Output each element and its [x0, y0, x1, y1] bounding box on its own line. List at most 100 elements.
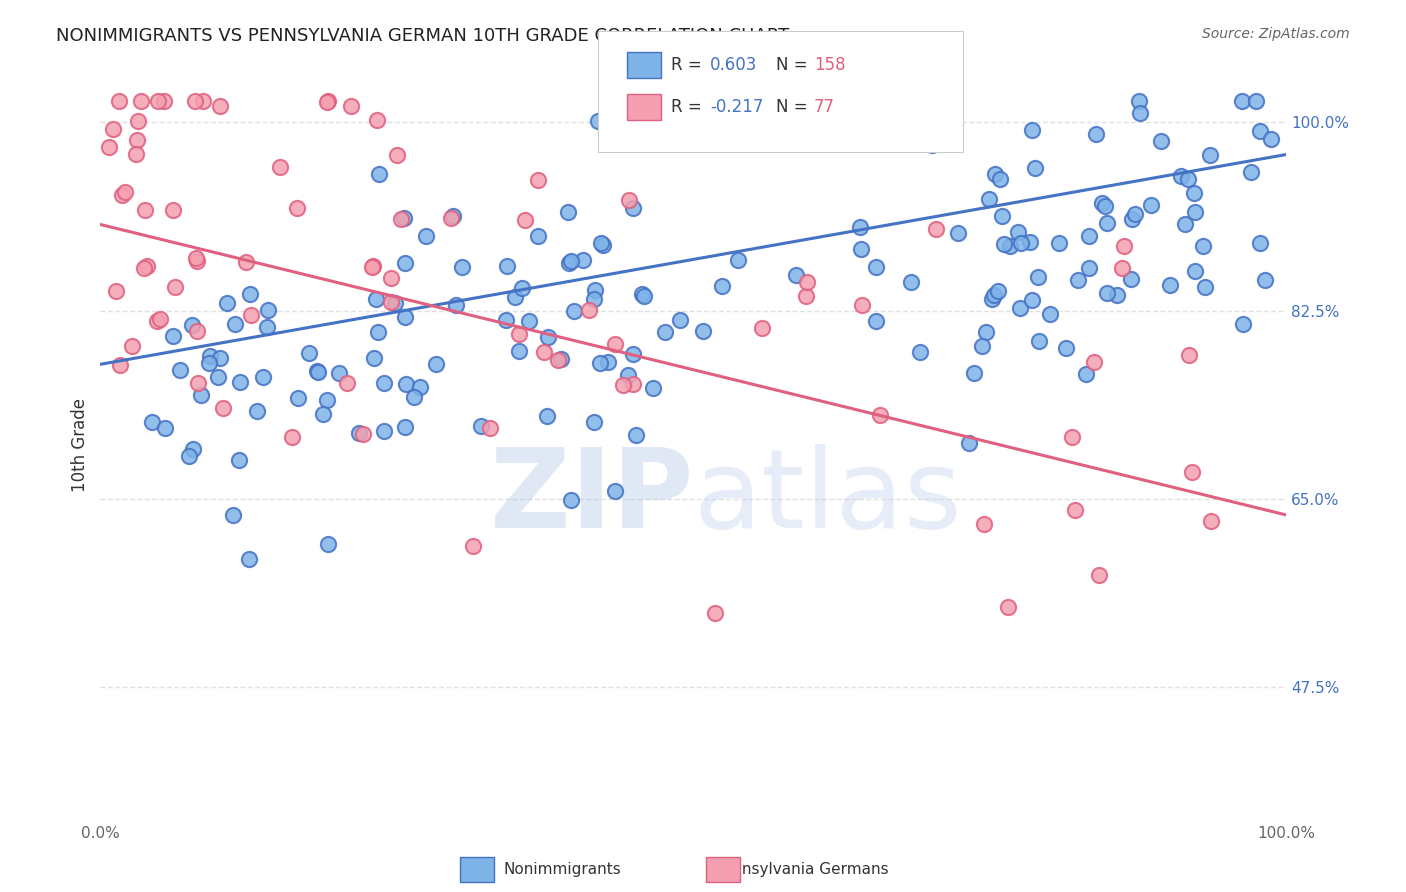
Point [1085, 128, 1108, 142]
Point [991, 209, 1014, 223]
Point [228, 453, 250, 467]
Point [186, 251, 208, 265]
Point [307, 364, 329, 378]
Point [1123, 207, 1146, 221]
Point [1064, 503, 1087, 517]
Point [865, 260, 887, 274]
Point [312, 407, 335, 421]
Point [316, 393, 339, 408]
Point [450, 260, 472, 275]
Point [229, 375, 252, 389]
Point [851, 298, 873, 312]
Point [392, 211, 415, 226]
Point [517, 314, 540, 328]
Text: NONIMMIGRANTS VS PENNSYLVANIA GERMAN 10TH GRADE CORRELATION CHART: NONIMMIGRANTS VS PENNSYLVANIA GERMAN 10T… [56, 27, 790, 45]
Point [1026, 270, 1049, 285]
Point [125, 147, 148, 161]
Point [347, 425, 370, 440]
Point [578, 303, 600, 318]
Point [983, 288, 1005, 302]
Point [149, 311, 172, 326]
Point [177, 449, 200, 463]
Point [1239, 165, 1261, 179]
Point [181, 442, 204, 456]
Point [360, 260, 382, 275]
Point [993, 236, 1015, 251]
Point [1177, 172, 1199, 186]
Point [256, 319, 278, 334]
Point [134, 261, 156, 276]
Text: R =: R = [671, 98, 707, 116]
Point [1249, 235, 1271, 250]
Point [1095, 285, 1118, 300]
Point [998, 238, 1021, 252]
Point [973, 517, 995, 532]
Point [1076, 368, 1098, 382]
Point [1090, 195, 1112, 210]
Point [1119, 272, 1142, 286]
Point [869, 408, 891, 422]
Point [1054, 341, 1077, 355]
Point [533, 345, 555, 359]
Point [1047, 235, 1070, 250]
Point [395, 376, 418, 391]
Point [394, 310, 416, 324]
Point [984, 167, 1007, 181]
Point [373, 424, 395, 438]
Point [146, 94, 169, 108]
Point [1088, 568, 1111, 582]
Point [361, 259, 384, 273]
Point [187, 376, 209, 390]
Point [285, 201, 308, 215]
Point [785, 268, 807, 282]
Text: 77: 77 [814, 98, 835, 116]
Point [1121, 212, 1143, 227]
Point [1260, 132, 1282, 146]
Point [560, 493, 582, 508]
Point [1181, 465, 1204, 479]
Point [363, 351, 385, 365]
Point [582, 415, 605, 429]
Point [104, 284, 127, 298]
Point [624, 427, 647, 442]
Point [865, 313, 887, 327]
Point [1170, 169, 1192, 183]
Point [257, 303, 280, 318]
Point [641, 381, 664, 395]
Point [1199, 148, 1222, 162]
Point [165, 280, 187, 294]
Point [974, 325, 997, 339]
Point [988, 171, 1011, 186]
Point [1067, 272, 1090, 286]
Point [197, 355, 219, 369]
Point [1128, 94, 1150, 108]
Point [98, 140, 121, 154]
Point [1249, 124, 1271, 138]
Point [367, 325, 389, 339]
Point [366, 292, 388, 306]
Point [1140, 197, 1163, 211]
Point [1112, 238, 1135, 252]
Point [987, 284, 1010, 298]
Point [1184, 205, 1206, 219]
Point [963, 366, 986, 380]
Point [186, 254, 208, 268]
Point [252, 370, 274, 384]
Point [153, 421, 176, 435]
Point [495, 259, 517, 273]
Point [238, 551, 260, 566]
Point [631, 287, 654, 301]
Point [589, 236, 612, 251]
Point [1192, 239, 1215, 253]
Point [181, 318, 204, 333]
Point [316, 95, 339, 109]
Point [402, 390, 425, 404]
Point [134, 203, 156, 218]
Point [440, 211, 463, 226]
Point [924, 221, 946, 235]
Point [127, 114, 149, 128]
Point [603, 337, 626, 351]
Y-axis label: 10th Grade: 10th Grade [72, 398, 89, 492]
Point [612, 378, 634, 392]
Point [794, 289, 817, 303]
